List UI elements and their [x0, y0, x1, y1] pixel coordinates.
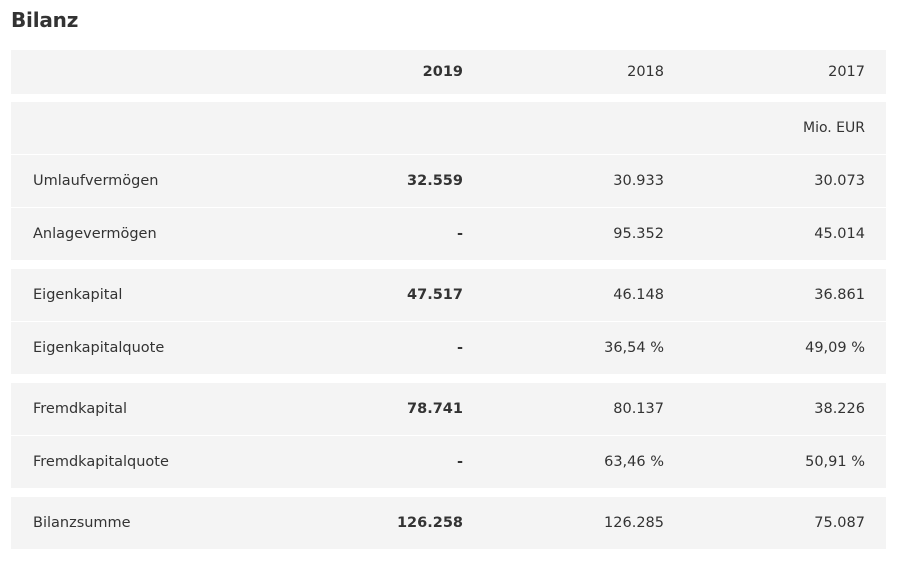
table-row: Fremdkapital 78.741 80.137 38.226 [11, 383, 886, 435]
table-row: Umlaufvermögen 32.559 30.933 30.073 [11, 154, 886, 207]
group-gap [11, 488, 886, 497]
row-label: Fremdkapitalquote [33, 454, 169, 470]
row-label: Eigenkapital [33, 287, 123, 303]
value-2019: 32.559 [407, 173, 463, 189]
unit-label: Mio. EUR [802, 120, 865, 136]
value-2019: - [456, 340, 463, 356]
group-gap [11, 374, 886, 383]
value-2017: 75.087 [814, 515, 865, 531]
table-row: Fremdkapitalquote - 63,46 % 50,91 % [11, 435, 886, 488]
group-gap [11, 260, 886, 269]
value-2017: 49,09 % [805, 340, 865, 356]
value-2017: 30.073 [814, 173, 865, 189]
balance-sheet-table: 2019 2018 2017 Mio. EUR Umlaufvermögen 3… [11, 50, 886, 549]
column-header-2017: 2017 [828, 64, 865, 80]
value-2018: 80.137 [613, 401, 664, 417]
value-2018: 95.352 [613, 226, 664, 242]
row-label: Fremdkapital [33, 401, 128, 417]
value-2019: 47.517 [407, 287, 463, 303]
value-2017: 50,91 % [805, 454, 865, 470]
unit-row: Mio. EUR [11, 102, 886, 154]
value-2017: 38.226 [814, 401, 865, 417]
value-2019: 78.741 [407, 401, 463, 417]
value-2018: 30.933 [613, 173, 664, 189]
table-row: Anlagevermögen - 95.352 45.014 [11, 207, 886, 260]
table-row: Bilanzsumme 126.258 126.285 75.087 [11, 497, 886, 549]
value-2018: 126.285 [604, 515, 664, 531]
value-2018: 46.148 [613, 287, 664, 303]
value-2019: - [456, 226, 463, 242]
row-label: Bilanzsumme [33, 515, 131, 531]
page-title: Bilanz [11, 8, 79, 32]
column-header-2019: 2019 [422, 64, 463, 80]
row-label: Eigenkapitalquote [33, 340, 165, 356]
table-row: Eigenkapitalquote - 36,54 % 49,09 % [11, 321, 886, 374]
row-label: Umlaufvermögen [33, 173, 159, 189]
value-2019: 126.258 [396, 515, 463, 531]
value-2019: - [456, 454, 463, 470]
table-header-row: 2019 2018 2017 [11, 50, 886, 94]
value-2017: 45.014 [814, 226, 865, 242]
value-2018: 36,54 % [604, 340, 664, 356]
row-label: Anlagevermögen [33, 226, 157, 242]
table-row: Eigenkapital 47.517 46.148 36.861 [11, 269, 886, 321]
value-2017: 36.861 [814, 287, 865, 303]
column-header-2018: 2018 [627, 64, 664, 80]
value-2018: 63,46 % [604, 454, 664, 470]
